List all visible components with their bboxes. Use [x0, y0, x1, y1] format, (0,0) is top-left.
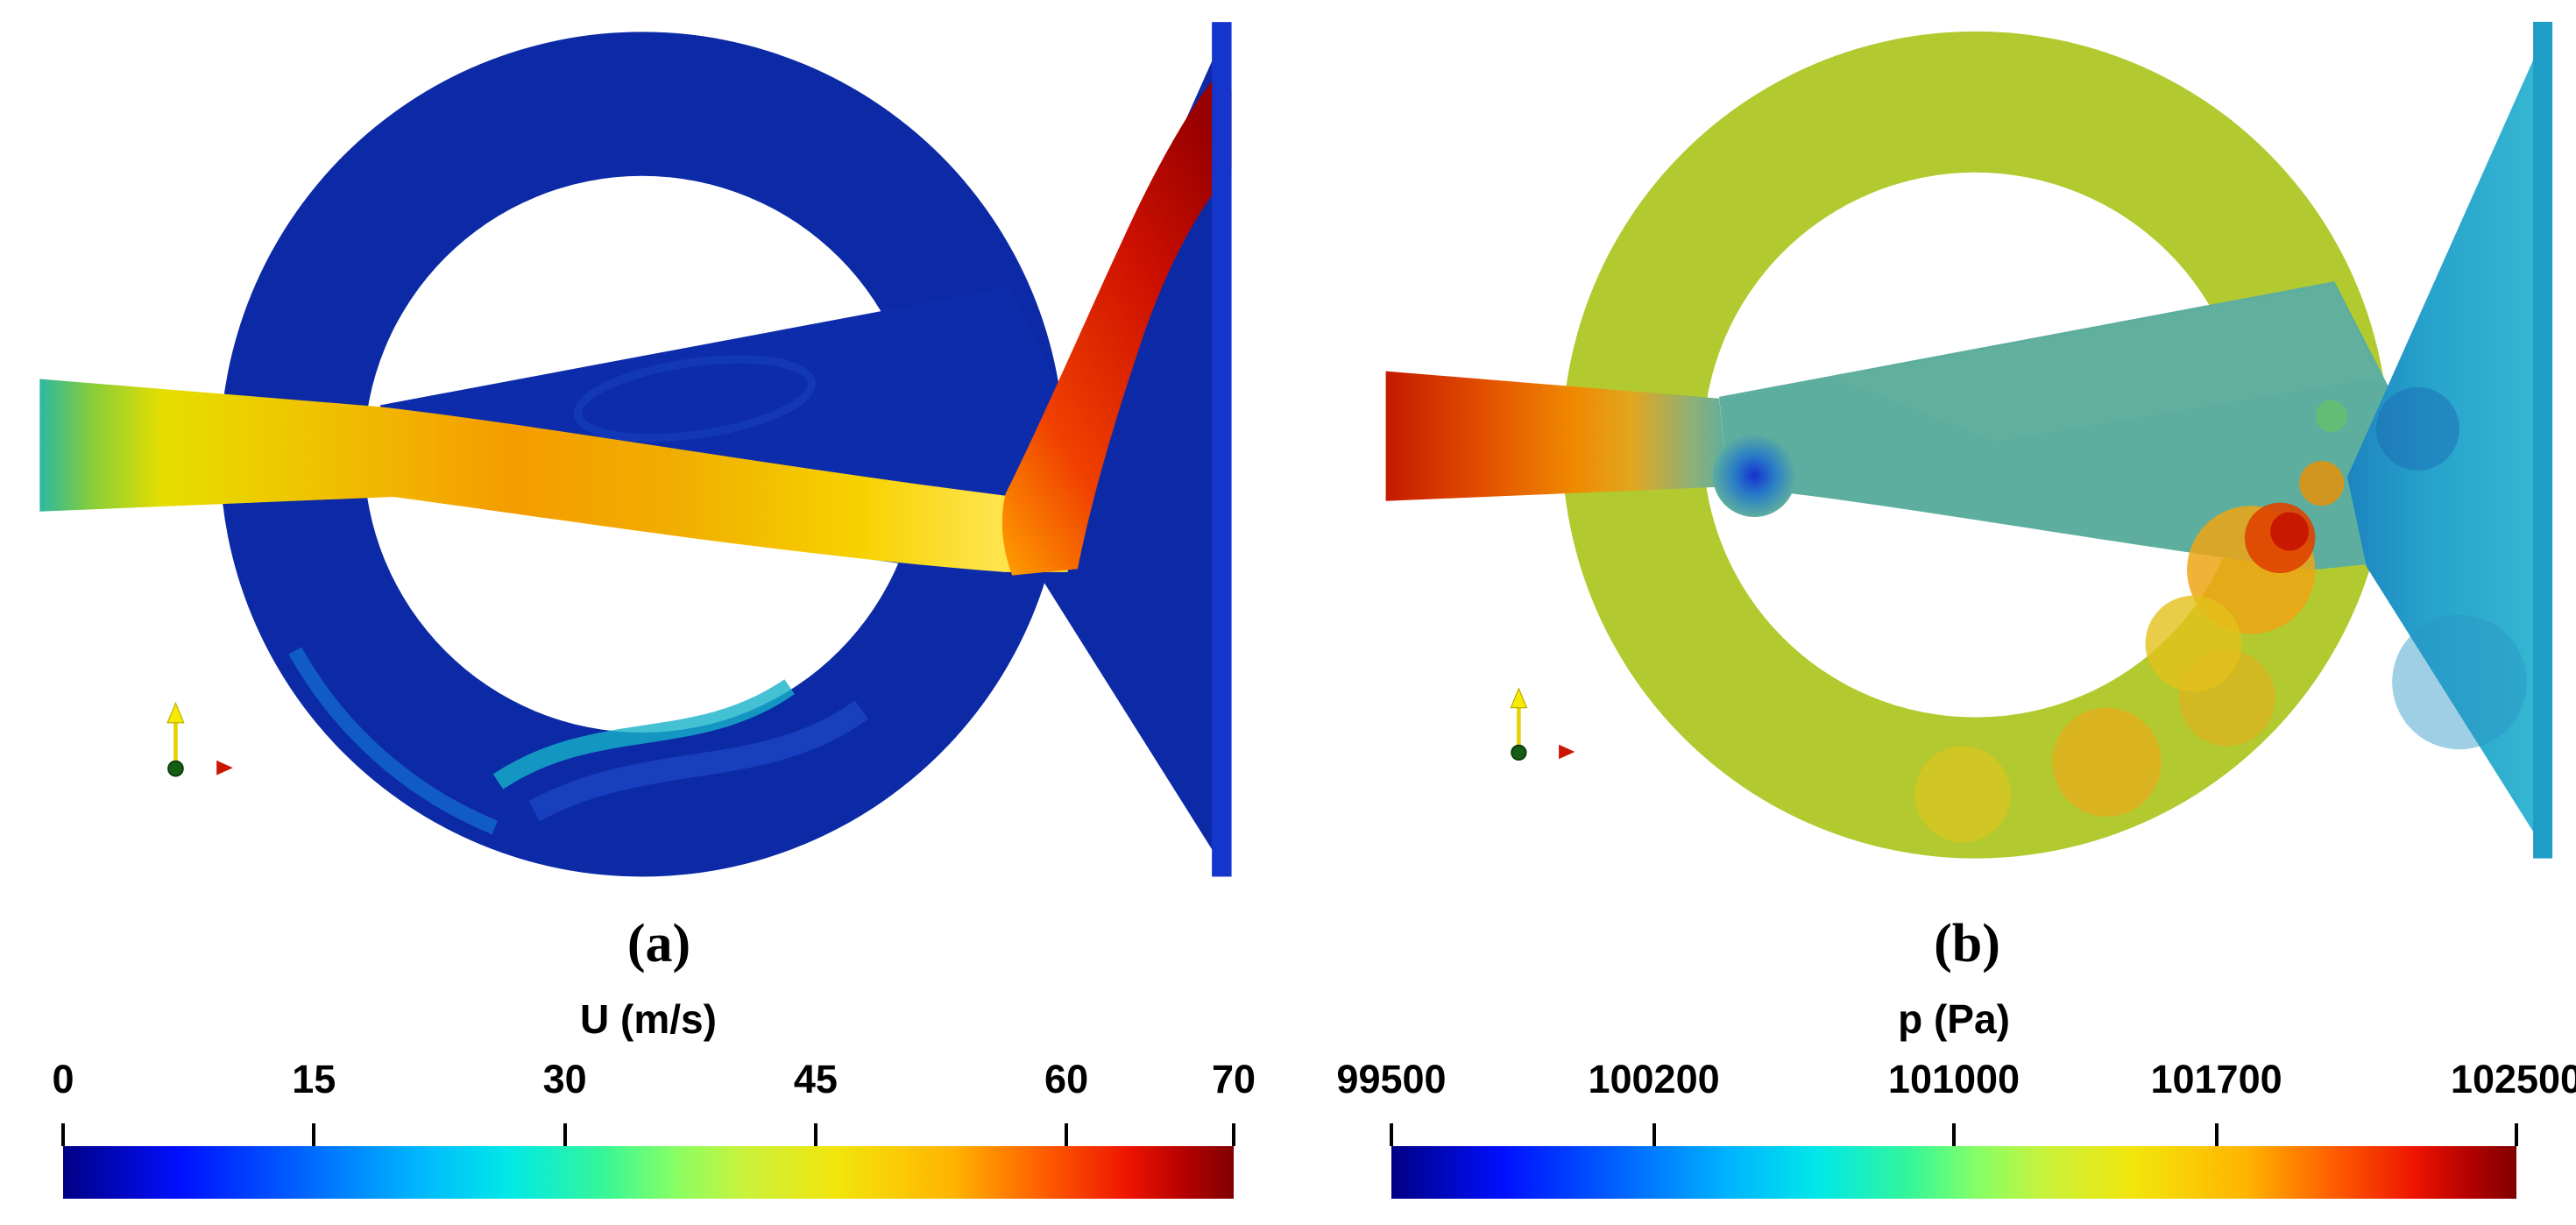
tick-label: 102500 [2450, 1057, 2576, 1101]
outlet-boundary-bar [1212, 22, 1232, 877]
y-axis-arrowhead [1510, 687, 1528, 709]
cool-pressure-patch [2392, 614, 2527, 750]
bore-shade-variation [1834, 284, 2380, 443]
subfigure-label-b: (b) [1934, 914, 2000, 974]
tick-label: 99500 [1336, 1057, 1447, 1101]
tick-label: 101700 [2150, 1057, 2282, 1101]
warm-pressure-patch [1914, 746, 2011, 843]
warm-pressure-patch [2145, 595, 2242, 692]
high-speed-flow-band [39, 379, 1068, 572]
orientation-axes-icon [166, 701, 233, 777]
throat-jet [1001, 81, 1232, 576]
outlet-boundary-bar [2533, 21, 2553, 859]
velocity-contour-rendering [7, 9, 1251, 885]
tick-label: 0 [52, 1057, 74, 1101]
high-pressure-core [2270, 512, 2310, 551]
colorbar-velocity-tick-marks [61, 1123, 1235, 1146]
low-pressure-spot [1712, 433, 1796, 518]
x-axis-arrowhead [1559, 744, 1575, 760]
tick-label: 70 [1211, 1057, 1256, 1101]
cavity-swirl-streak [528, 700, 869, 822]
tick-label: 45 [793, 1057, 838, 1101]
tick-label: 100200 [1588, 1057, 1720, 1101]
cavity-swirl-streak [492, 679, 795, 790]
pressure-contour-rendering [1354, 9, 2572, 867]
cool-pressure-patch [2375, 386, 2459, 471]
colorbar-pressure-title: p (Pa) [1898, 996, 2010, 1042]
cavity-swirl-streak [288, 647, 498, 835]
bore-recirculation-swirl [573, 355, 816, 443]
colorbar-pressure-tick-marks [1390, 1123, 2518, 1146]
colorbar-pressure-tick-labels: 99500 100200 101000 101700 102500 [1336, 1057, 2576, 1102]
origin-sphere [1511, 744, 1527, 761]
warm-pressure-patch [2052, 707, 2162, 818]
subfigure-label-a: (a) [626, 914, 691, 974]
tick-label: 15 [292, 1057, 336, 1101]
colorbar-velocity-gradient [63, 1146, 1234, 1199]
tick-label: 101000 [1887, 1057, 2020, 1101]
valve-annular-cavity [219, 32, 1065, 877]
inlet-channel [1385, 371, 1729, 501]
origin-sphere [167, 760, 184, 777]
colorbar-velocity-tick-labels: 0 15 30 45 60 70 [52, 1057, 1256, 1102]
orientation-axes-icon [1510, 687, 1575, 761]
colorbar-velocity-title: U (m/s) [580, 996, 717, 1042]
pressure-transition-spot [2315, 400, 2347, 433]
high-pressure-spot [2299, 461, 2345, 506]
y-axis-arrowhead [166, 701, 185, 724]
colorbar-pressure-gradient [1391, 1146, 2516, 1199]
x-axis-arrowhead [216, 760, 233, 775]
tick-label: 60 [1044, 1057, 1089, 1101]
tick-label: 30 [542, 1057, 587, 1101]
